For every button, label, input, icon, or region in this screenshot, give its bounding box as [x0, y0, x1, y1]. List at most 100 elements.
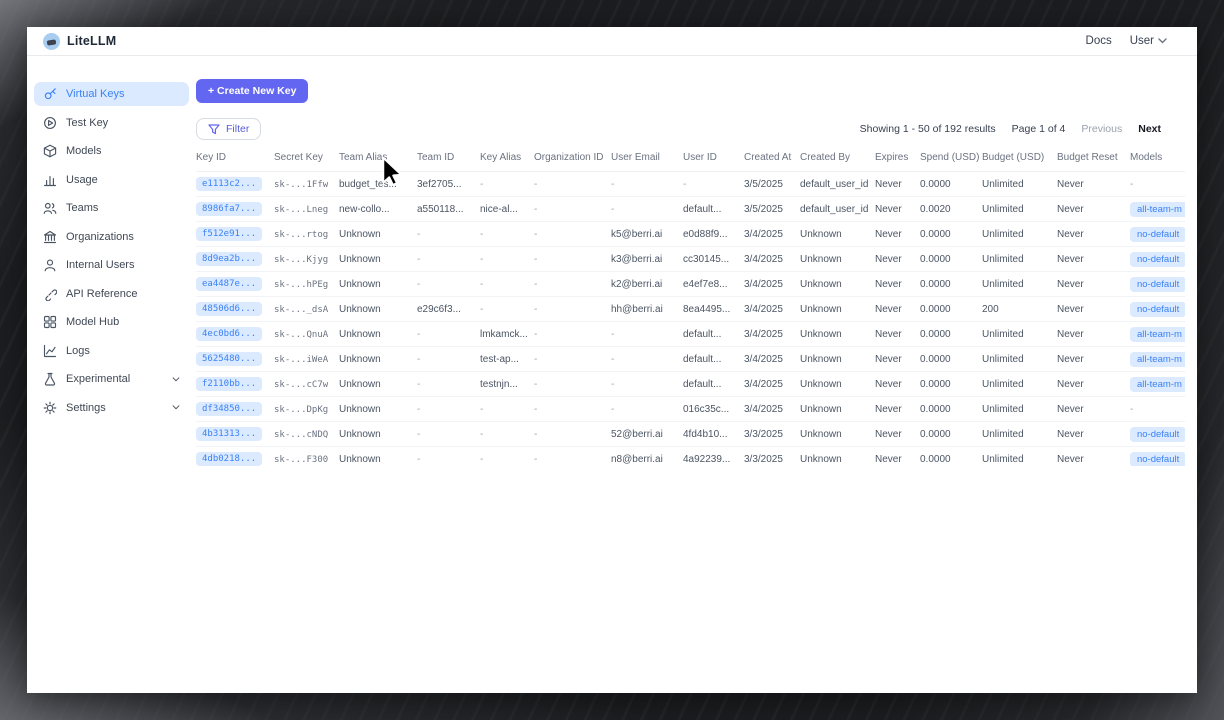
table-cell: -	[480, 246, 534, 272]
table-cell: e29c6f3...	[417, 296, 480, 322]
table-row[interactable]: 4b31313... sk-...cNDQ Unknown - - -52@berri.a…	[196, 421, 1185, 447]
key-id-pill[interactable]: ea4487e...	[196, 277, 263, 291]
sidebar-item-virtual-keys[interactable]: Virtual Keys	[34, 82, 189, 106]
sidebar-item-organizations[interactable]: Organizations	[34, 225, 189, 249]
column-header-secret-key: Secret Key	[274, 150, 339, 172]
key-id-pill[interactable]: 4db0218...	[196, 452, 263, 466]
main-panel: + Create New Key Filter Showing 1 - 50 o…	[196, 56, 1197, 692]
table-row[interactable]: df34850... sk-...DpKg Unknown - - - -016c35c..…	[196, 396, 1185, 422]
table-cell: e0d88f9...	[683, 221, 744, 247]
table-row[interactable]: 4ec0bd6... sk-...QnuA Unknown - lmkamck... - -…	[196, 321, 1185, 347]
sidebar-item-settings[interactable]: Settings	[34, 396, 189, 420]
table-row[interactable]: f512e91... sk-...rtog Unknown - - - k5@berri.a…	[196, 221, 1185, 247]
table-cell: -	[417, 346, 480, 372]
table-cell: 3/3/2025	[744, 421, 800, 447]
page-indicator: Page 1 of 4	[1011, 123, 1066, 135]
sidebar-item-models[interactable]: Models	[34, 139, 189, 163]
key-id-pill[interactable]: 8986fa7...	[196, 202, 263, 216]
pagination: Showing 1 - 50 of 192 results Page 1 of …	[860, 123, 1185, 135]
table-cell: 0.0000	[920, 421, 982, 447]
table-cell: -	[534, 171, 611, 197]
table-cell: 3/4/2025	[744, 221, 800, 247]
toolbar-row: Filter Showing 1 - 50 of 192 results Pag…	[196, 118, 1185, 140]
sidebar-item-label: Usage	[66, 173, 98, 186]
table-cell: Unknown	[339, 296, 417, 322]
models-badge: no-default	[1130, 451, 1185, 466]
table-cell: Unknown	[800, 446, 875, 466]
table-cell: Unknown	[800, 271, 875, 297]
table-cell: Unknown	[800, 421, 875, 447]
table-cell: Never	[875, 271, 920, 297]
table-cell: -	[417, 396, 480, 422]
table-cell: Never	[1057, 396, 1130, 422]
filter-button[interactable]: Filter	[196, 118, 262, 140]
table-cell: k3@berri.ai	[611, 246, 683, 272]
table-cell: 0.0000	[920, 446, 982, 466]
table-cell: Unknown	[800, 371, 875, 397]
table-cell: default_user_id	[800, 196, 875, 222]
table-cell: -	[417, 421, 480, 447]
link-icon	[45, 288, 57, 301]
sidebar-item-logs[interactable]: Logs	[34, 339, 189, 363]
sidebar-item-model-hub[interactable]: Model Hub	[34, 310, 189, 334]
sidebar-item-internal-users[interactable]: Internal Users	[34, 253, 189, 277]
table-cell: Unlimited	[982, 196, 1057, 222]
chevron-down-icon	[1158, 38, 1167, 44]
table-row[interactable]: 4db0218... sk-...F300 Unknown - - - n8@berri.a…	[196, 446, 1185, 466]
table-cell: -	[417, 446, 480, 466]
sidebar-item-experimental[interactable]: Experimental	[34, 367, 189, 391]
key-id-pill[interactable]: 48506d6...	[196, 302, 263, 316]
column-header-expires: Expires	[875, 150, 920, 172]
sidebar-item-api-reference[interactable]: API Reference	[34, 282, 189, 306]
table-row[interactable]: e1113c2... sk-...1Ffw budget_tes... 3ef2705…	[196, 171, 1185, 197]
chevron-down-icon	[172, 405, 180, 410]
docs-link[interactable]: Docs	[1085, 35, 1112, 47]
key-id-pill[interactable]: 5625480...	[196, 352, 263, 366]
filter-button-label: Filter	[226, 123, 250, 135]
models-badge: no-default	[1130, 301, 1185, 317]
create-new-key-button[interactable]: + Create New Key	[196, 79, 309, 103]
table-cell: -	[480, 296, 534, 322]
table-row[interactable]: f2110bb... sk-...cC7w Unknown - testnjn... - -…	[196, 371, 1185, 397]
table-cell: 0.0000	[920, 396, 982, 422]
table-cell: -	[1130, 396, 1185, 422]
table-cell: Unknown	[339, 396, 417, 422]
key-id-pill[interactable]: 4b31313...	[196, 427, 263, 441]
table-row[interactable]: 8986fa7... sk-...Lneg new-collo... a550118.…	[196, 196, 1185, 222]
key-id-pill[interactable]: 8d9ea2b...	[196, 252, 263, 266]
table-cell: 3/4/2025	[744, 246, 800, 272]
table-cell: -	[417, 221, 480, 247]
table-cell: -	[611, 346, 683, 372]
table-cell: 0.0000	[920, 371, 982, 397]
table-cell: -	[534, 371, 611, 397]
key-id-pill[interactable]: e1113c2...	[196, 177, 263, 191]
table-cell: -	[534, 271, 611, 297]
table-cell: -	[534, 296, 611, 322]
key-icon	[44, 88, 56, 100]
next-button[interactable]: Next	[1138, 123, 1161, 135]
key-id-pill[interactable]: f512e91...	[196, 227, 263, 241]
column-header-team-alias: Team Alias	[339, 150, 417, 172]
table-row[interactable]: 5625480... sk-...iWeA Unknown - test-ap... - -…	[196, 346, 1185, 372]
column-header-team-id: Team ID	[417, 150, 480, 172]
sidebar-item-test-key[interactable]: Test Key	[34, 111, 189, 135]
models-badge: no-default	[1130, 251, 1185, 267]
table-row[interactable]: 8d9ea2b... sk-...Kjyg Unknown - - - k3@berri.a…	[196, 246, 1185, 272]
secret-key-value: sk-...hPEg	[274, 279, 329, 290]
table-header-row: Key ID Secret Key Team Alias Team ID Key Ali…	[196, 150, 1185, 172]
table-cell: Never	[1057, 421, 1130, 447]
table-cell: -	[417, 271, 480, 297]
user-menu[interactable]: User	[1130, 35, 1167, 47]
key-id-pill[interactable]: df34850...	[196, 402, 263, 416]
table-cell: -	[534, 221, 611, 247]
previous-button[interactable]: Previous	[1081, 123, 1123, 135]
sidebar-item-usage[interactable]: Usage	[34, 168, 189, 192]
key-id-pill[interactable]: f2110bb...	[196, 377, 263, 391]
table-cell: 4fd4b10...	[683, 421, 744, 447]
table-row[interactable]: ea4487e... sk-...hPEg Unknown - - - k2@berri.a…	[196, 271, 1185, 297]
table-cell: k5@berri.ai	[611, 221, 683, 247]
models-badge: all-team-m	[1130, 351, 1185, 367]
key-id-pill[interactable]: 4ec0bd6...	[196, 327, 263, 341]
table-row[interactable]: 48506d6... sk-..._dsA Unknown e29c6f3... - - h…	[196, 296, 1185, 322]
sidebar-item-teams[interactable]: Teams	[34, 196, 189, 220]
